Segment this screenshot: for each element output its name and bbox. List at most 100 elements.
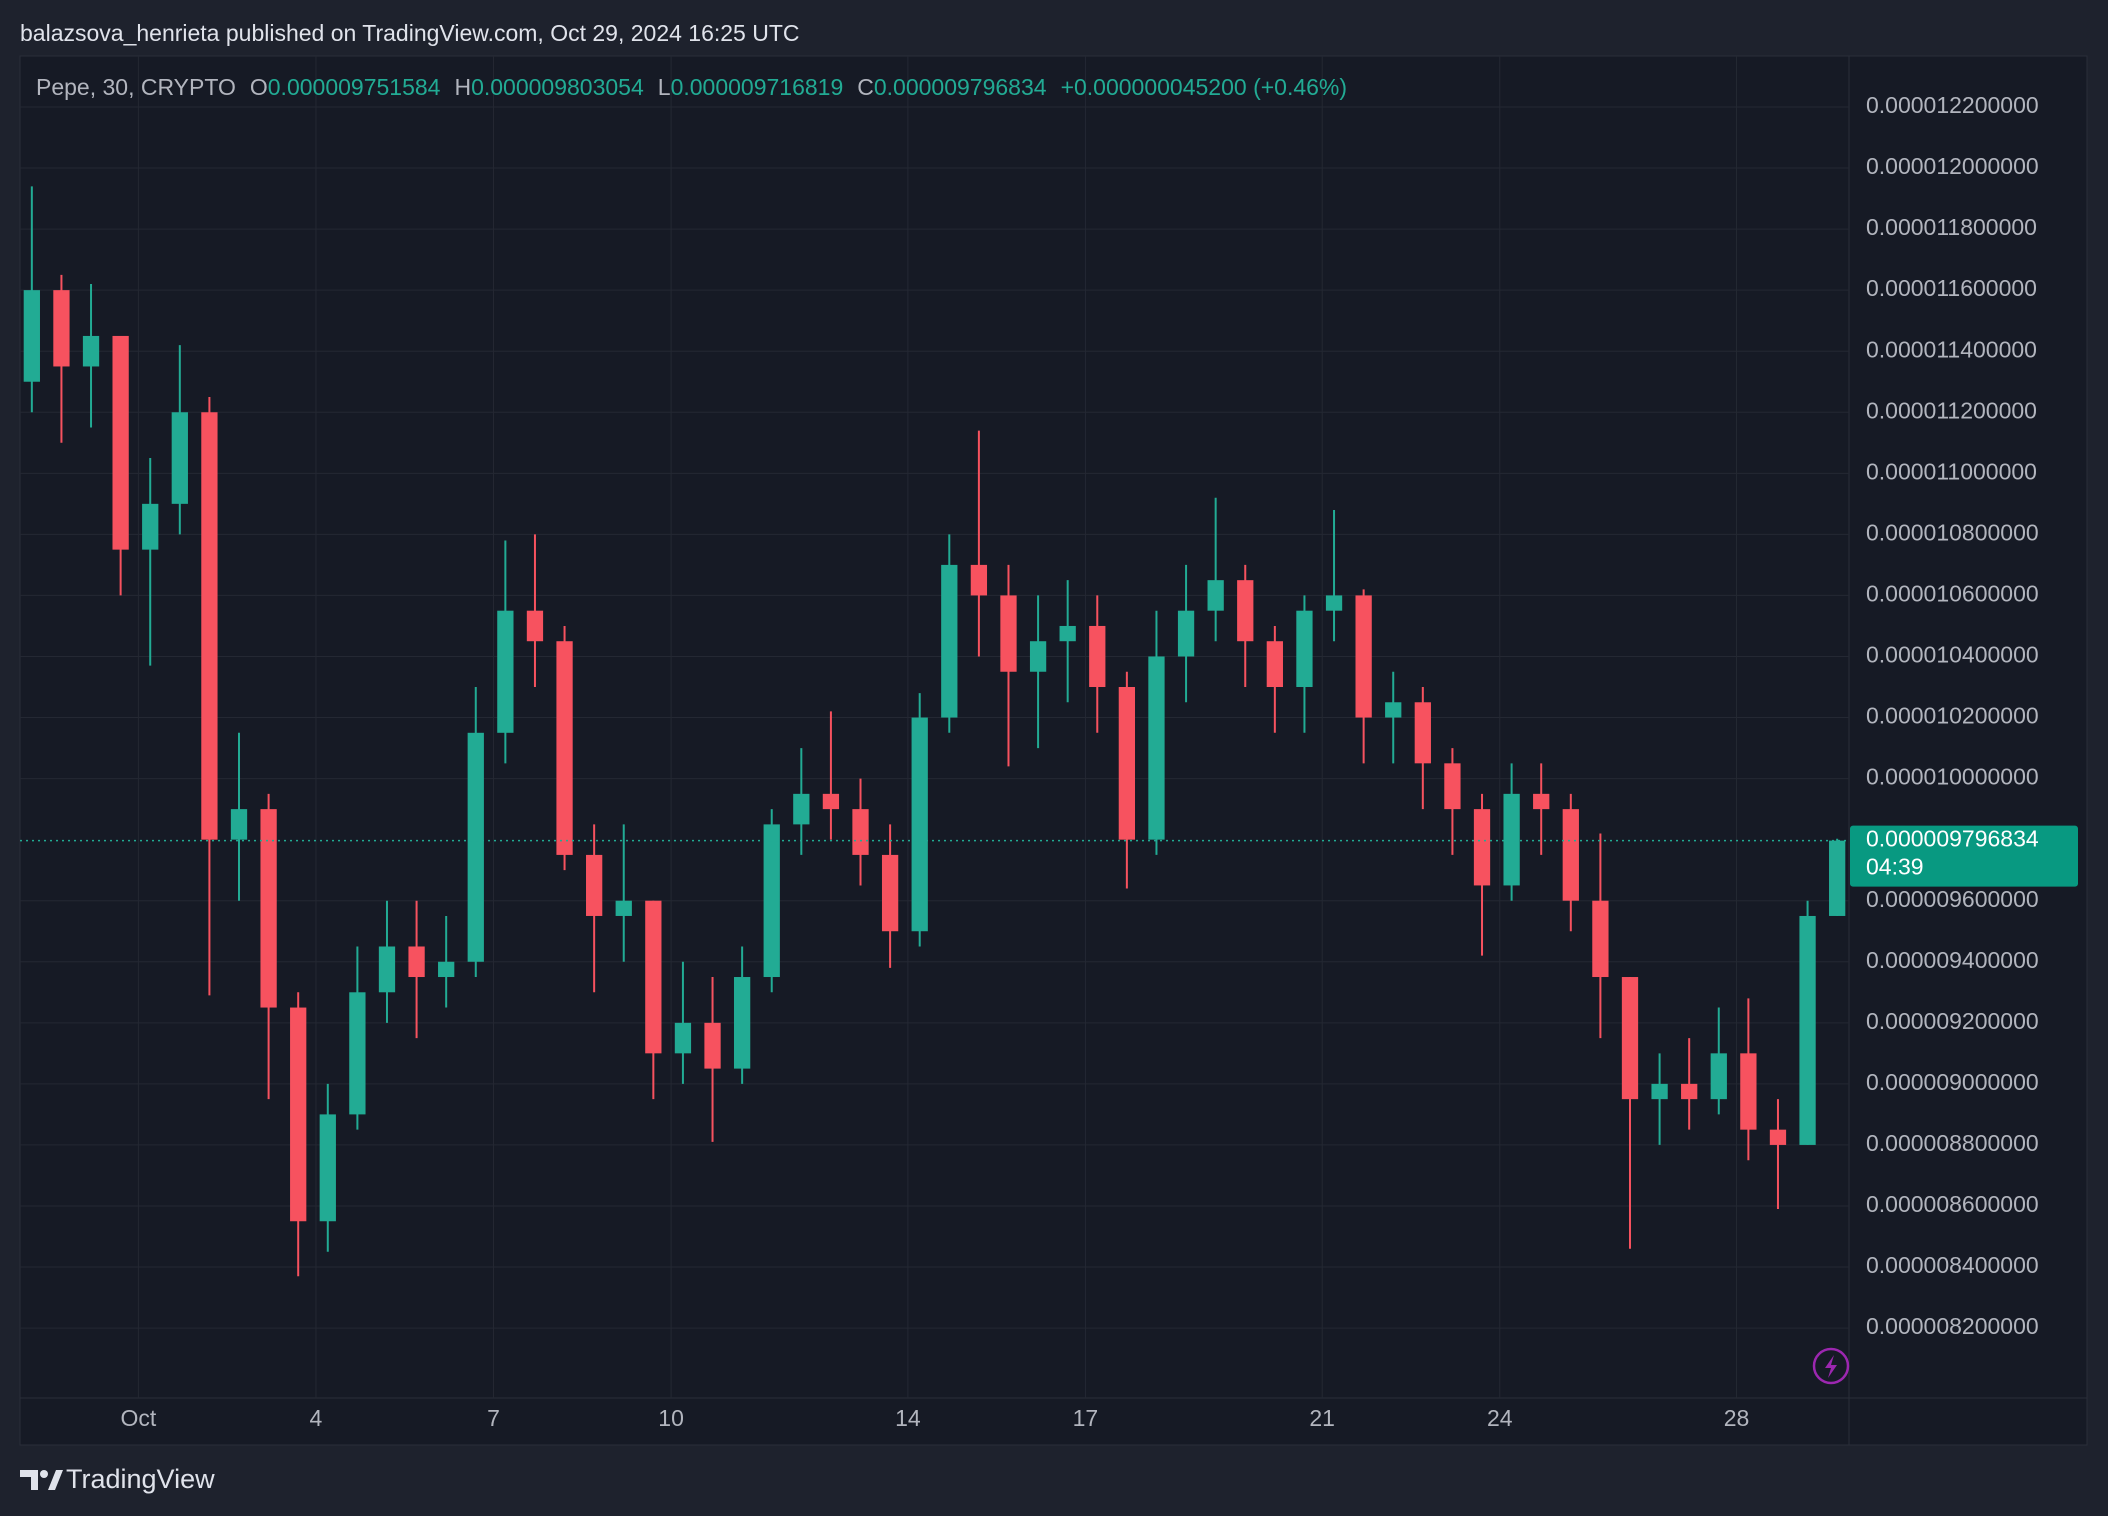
y-tick-label: 0.000008400000 xyxy=(1866,1252,2039,1278)
candle-body xyxy=(1266,641,1283,688)
candle-body xyxy=(290,1007,307,1222)
candle-body xyxy=(1769,1129,1787,1145)
candle-body xyxy=(556,641,573,855)
x-tick-label: 17 xyxy=(1073,1405,1099,1431)
x-tick-label: 28 xyxy=(1724,1405,1750,1431)
y-tick-label: 0.000011800000 xyxy=(1866,214,2037,240)
y-tick-label: 0.000011400000 xyxy=(1866,336,2037,362)
candle-body xyxy=(1651,1083,1668,1100)
candle-body xyxy=(438,961,455,978)
candle-body xyxy=(645,900,662,1054)
candle-body xyxy=(822,793,840,810)
candle-body xyxy=(467,732,484,962)
legend: Pepe, 30, CRYPTO O0.000009751584 H0.000009… xyxy=(36,74,1361,101)
candle-body xyxy=(1177,610,1195,657)
candle-body xyxy=(1355,595,1372,718)
candle-body xyxy=(1533,793,1550,810)
candle-body xyxy=(1207,580,1224,611)
y-tick-label: 0.000011200000 xyxy=(1866,397,2037,423)
candle-body xyxy=(23,290,40,382)
countdown-label: 04:39 xyxy=(1866,854,1924,880)
x-tick-label: Oct xyxy=(120,1405,156,1431)
candle-body xyxy=(1562,809,1579,901)
candle-body xyxy=(1473,809,1491,886)
y-tick-label: 0.000008200000 xyxy=(1866,1313,2039,1339)
candle-body xyxy=(1681,1083,1698,1100)
candle-body xyxy=(1000,595,1017,672)
y-tick-label: 0.000010000000 xyxy=(1866,764,2039,790)
legend-value: 0.000009751584 xyxy=(267,74,441,100)
candle-body xyxy=(1414,702,1431,764)
candle-body xyxy=(1148,656,1165,840)
candle-body xyxy=(1059,625,1076,642)
legend-key: O xyxy=(249,74,268,100)
symbol: Pepe, 30, CRYPTO xyxy=(36,74,236,100)
y-tick-label: 0.000011600000 xyxy=(1866,275,2037,301)
candle-body xyxy=(112,335,129,550)
candle-body xyxy=(1592,900,1609,978)
last-price-label: 0.000009796834 xyxy=(1866,826,2039,852)
legend-key: C xyxy=(857,74,874,100)
x-tick-label: 10 xyxy=(658,1405,684,1431)
candle-body xyxy=(1385,702,1402,718)
alert-icon xyxy=(1812,1347,1850,1385)
y-tick-label: 0.000009000000 xyxy=(1866,1069,2039,1095)
candle-body xyxy=(941,564,958,718)
legend-value: 0.000009796834 xyxy=(873,74,1047,100)
candle-body xyxy=(1237,580,1254,642)
candle-body xyxy=(1296,610,1313,688)
candle-body xyxy=(1829,840,1846,916)
candle-body xyxy=(1503,793,1520,886)
y-tick-label: 0.000008800000 xyxy=(1866,1130,2039,1156)
candle-body xyxy=(349,992,366,1115)
x-tick-label: 21 xyxy=(1309,1405,1335,1431)
y-tick-label: 0.000008600000 xyxy=(1866,1191,2039,1217)
publish-info: balazsova_henrieta published on TradingV… xyxy=(20,20,800,46)
legend-value: 0.000009803054 xyxy=(471,74,644,100)
y-tick-label: 0.000010800000 xyxy=(1866,519,2039,545)
candle-body xyxy=(201,412,218,840)
candle-body xyxy=(230,809,248,840)
legend-key: H xyxy=(454,74,472,100)
candle-body xyxy=(615,900,632,916)
candle-body xyxy=(1444,763,1461,810)
candle-body xyxy=(586,854,603,916)
legend-value: 0.000009716819 xyxy=(670,74,844,100)
candle-body xyxy=(171,412,188,504)
candle-body xyxy=(1710,1053,1727,1100)
chart-panel xyxy=(19,55,2088,1446)
y-tick-label: 0.000010600000 xyxy=(1866,581,2039,607)
legend-key: L xyxy=(657,74,671,100)
y-tick-label: 0.000010200000 xyxy=(1866,703,2039,729)
last-price-tag xyxy=(1850,825,2078,887)
y-tick-label: 0.000012000000 xyxy=(1866,153,2039,179)
candle-body xyxy=(497,610,514,733)
candle-body xyxy=(852,809,869,855)
x-tick-label: 14 xyxy=(895,1405,921,1431)
y-tick-label: 0.000011000000 xyxy=(1866,458,2037,484)
candle-body xyxy=(1029,641,1047,672)
candle-body xyxy=(1740,1053,1757,1130)
candle-body xyxy=(763,824,780,978)
x-tick-label: 7 xyxy=(487,1405,500,1431)
candle-body xyxy=(82,335,100,367)
candle-body xyxy=(881,854,899,932)
candle-body xyxy=(704,1022,721,1069)
y-tick-label: 0.000009200000 xyxy=(1866,1008,2039,1034)
y-tick-label: 0.000012200000 xyxy=(1866,92,2039,118)
candle-body xyxy=(970,564,988,596)
candle-body xyxy=(1799,915,1816,1145)
candle-body xyxy=(1325,595,1343,611)
candle-body xyxy=(1118,687,1136,840)
candle-body xyxy=(408,946,425,978)
tv-logo xyxy=(20,1470,63,1490)
candle-body xyxy=(53,290,70,367)
candle-body xyxy=(378,946,396,993)
candle-body xyxy=(733,977,751,1069)
candle-body xyxy=(1621,977,1639,1100)
candle-body xyxy=(793,793,810,825)
x-tick-label: 24 xyxy=(1487,1405,1513,1431)
candle-body xyxy=(319,1114,336,1222)
